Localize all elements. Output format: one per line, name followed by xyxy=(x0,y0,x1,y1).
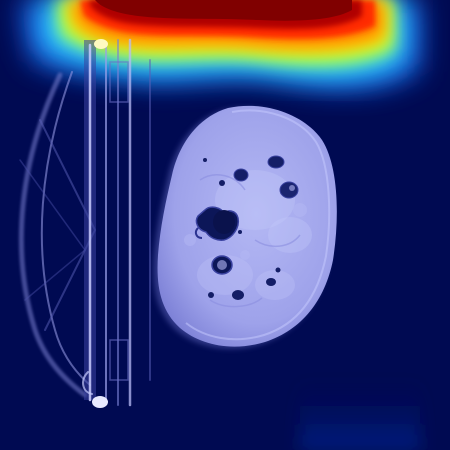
bowel-gas-pockets xyxy=(194,155,299,300)
ct-table-frame xyxy=(18,38,151,408)
lower-glow xyxy=(300,380,420,450)
patient-abdomen xyxy=(153,105,337,349)
attention-heatmap xyxy=(20,0,420,90)
